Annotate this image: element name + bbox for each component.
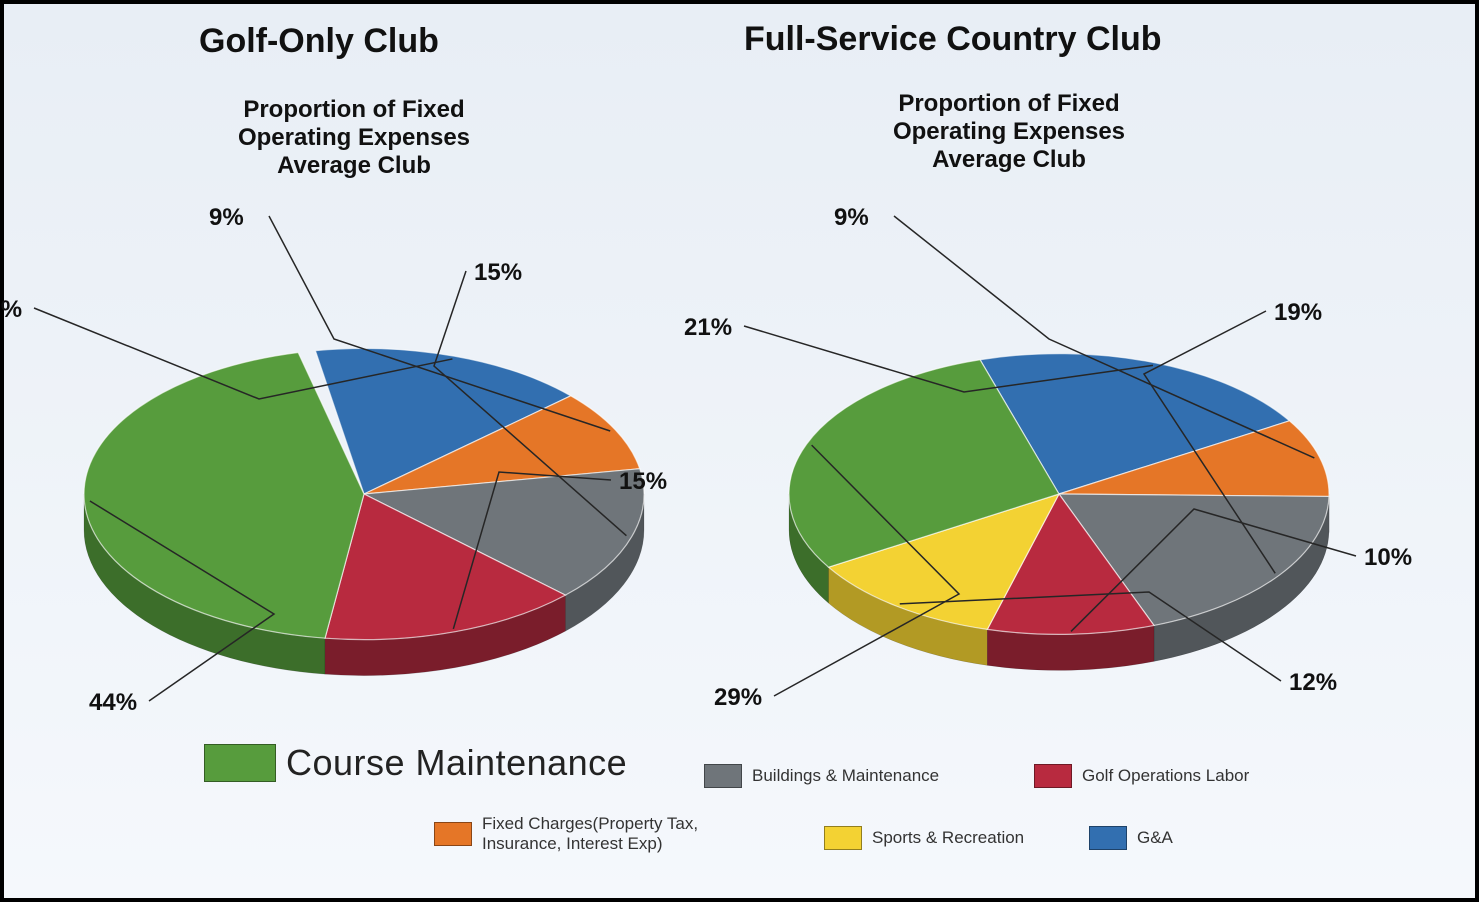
legend-swatch-buildings — [704, 764, 742, 788]
legend-label-course-maintenance: Course Maintenance — [286, 742, 627, 784]
pct-label-ga: 16% — [0, 296, 22, 324]
pct-label-buildings: 19% — [1274, 299, 1322, 327]
pct-label-golf_ops: 15% — [619, 468, 667, 496]
pct-label-course_maintenance: 44% — [89, 689, 137, 717]
legend-label-sports_rec: Sports & Recreation — [872, 828, 1024, 848]
pct-label-buildings: 15% — [474, 259, 522, 287]
legend-item-golf_ops: Golf Operations Labor — [1034, 764, 1249, 788]
legend-item-buildings: Buildings & Maintenance — [704, 764, 939, 788]
legend-item-sports_rec: Sports & Recreation — [824, 826, 1024, 850]
legend-swatch-course-maintenance — [204, 744, 276, 782]
pie-chart-left — [84, 348, 644, 675]
chart-page: Golf-Only Club Proportion of Fixed Opera… — [0, 0, 1479, 902]
pct-label-course_maintenance: 29% — [714, 684, 762, 712]
legend-swatch-golf_ops — [1034, 764, 1072, 788]
legend-label-golf_ops: Golf Operations Labor — [1082, 766, 1249, 786]
pct-label-fixed_charges: 9% — [834, 204, 869, 232]
legend-swatch-sports_rec — [824, 826, 862, 850]
pct-label-sports_rec: 12% — [1289, 669, 1337, 697]
legend-swatch-fixed_charges — [434, 822, 472, 846]
legend-item-fixed_charges: Fixed Charges(Property Tax, Insurance, I… — [434, 814, 698, 853]
pct-label-fixed_charges: 9% — [209, 204, 244, 232]
legend-label-buildings: Buildings & Maintenance — [752, 766, 939, 786]
pct-label-golf_ops: 10% — [1364, 544, 1412, 572]
pct-label-ga: 21% — [684, 314, 732, 342]
legend-label-ga: G&A — [1137, 828, 1173, 848]
legend-course-maintenance: Course Maintenance — [204, 742, 627, 784]
legend-label-fixed_charges: Fixed Charges(Property Tax, Insurance, I… — [482, 814, 698, 853]
legend-item-ga: G&A — [1089, 826, 1173, 850]
legend-swatch-ga — [1089, 826, 1127, 850]
pie-chart-right — [789, 354, 1329, 671]
